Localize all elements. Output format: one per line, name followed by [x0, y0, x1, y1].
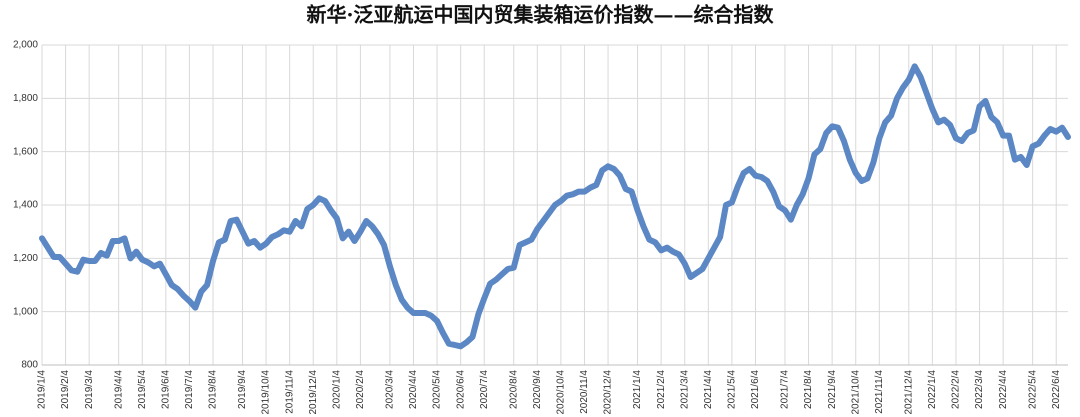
y-tick-label: 1,200 [13, 253, 38, 264]
y-tick-label: 1,400 [13, 200, 38, 211]
x-tick-label: 2019/6/4 [160, 370, 171, 409]
x-tick-label: 2021/1/4 [632, 370, 643, 409]
x-tick-label: 2020/3/4 [385, 370, 396, 409]
x-tick-label: 2021/9/4 [827, 370, 838, 409]
x-tick-label: 2020/6/4 [455, 370, 466, 409]
x-tick-label: 2019/9/4 [237, 370, 248, 409]
x-tick-label: 2021/8/4 [803, 370, 814, 409]
x-tick-label: 2020/11/4 [579, 370, 590, 414]
x-tick-label: 2020/1/4 [331, 370, 342, 409]
x-tick-label: 2021/5/4 [727, 370, 738, 409]
x-tick-label: 2020/10/4 [556, 370, 567, 415]
x-tick-label: 2022/1/4 [927, 370, 938, 409]
x-tick-label: 2021/2/4 [656, 370, 667, 409]
x-tick-label: 2019/3/4 [84, 370, 95, 409]
x-tick-label: 2020/2/4 [355, 370, 366, 409]
x-tick-label: 2019/5/4 [137, 370, 148, 409]
x-tick-label: 2021/4/4 [703, 370, 714, 409]
y-tick-label: 2,000 [13, 40, 38, 51]
x-tick-label: 2021/3/4 [679, 370, 690, 409]
x-tick-label: 2020/8/4 [508, 370, 519, 409]
x-tick-label: 2021/11/4 [874, 370, 885, 414]
x-tick-label: 2022/5/4 [1027, 370, 1038, 409]
x-tick-label: 2020/9/4 [532, 370, 543, 409]
x-tick-label: 2021/6/4 [750, 370, 761, 409]
x-tick-label: 2019/10/4 [261, 370, 272, 415]
x-tick-label: 2020/7/4 [479, 370, 490, 409]
x-tick-label: 2021/12/4 [903, 370, 914, 415]
x-tick-label: 2021/7/4 [780, 370, 791, 409]
x-tick-label: 2022/2/4 [951, 370, 962, 409]
x-tick-label: 2019/7/4 [184, 370, 195, 409]
y-tick-label: 1,800 [13, 93, 38, 104]
x-tick-label: 2019/8/4 [208, 370, 219, 409]
x-tick-label: 2022/3/4 [974, 370, 985, 409]
x-tick-label: 2022/4/4 [998, 370, 1009, 409]
x-tick-label: 2019/1/4 [37, 370, 48, 409]
series-line [39, 63, 1071, 350]
x-tick-label: 2021/10/4 [850, 370, 861, 415]
x-tick-label: 2019/11/4 [284, 370, 295, 414]
y-tick-label: 1,000 [13, 306, 38, 317]
x-tick-label: 2019/12/4 [308, 370, 319, 415]
y-tick-label: 1,600 [13, 146, 38, 157]
x-tick-label: 2020/4/4 [408, 370, 419, 409]
chart-title: 新华·泛亚航运中国内贸集装箱运价指数——综合指数 [307, 3, 775, 27]
x-tick-label: 2020/12/4 [603, 370, 614, 415]
x-tick-label: 2019/2/4 [60, 370, 71, 409]
x-tick-label: 2020/5/4 [432, 370, 443, 409]
y-tick-label: 800 [21, 360, 38, 371]
x-tick-label: 2022/6/4 [1051, 370, 1062, 409]
x-tick-label: 2019/4/4 [113, 370, 124, 409]
